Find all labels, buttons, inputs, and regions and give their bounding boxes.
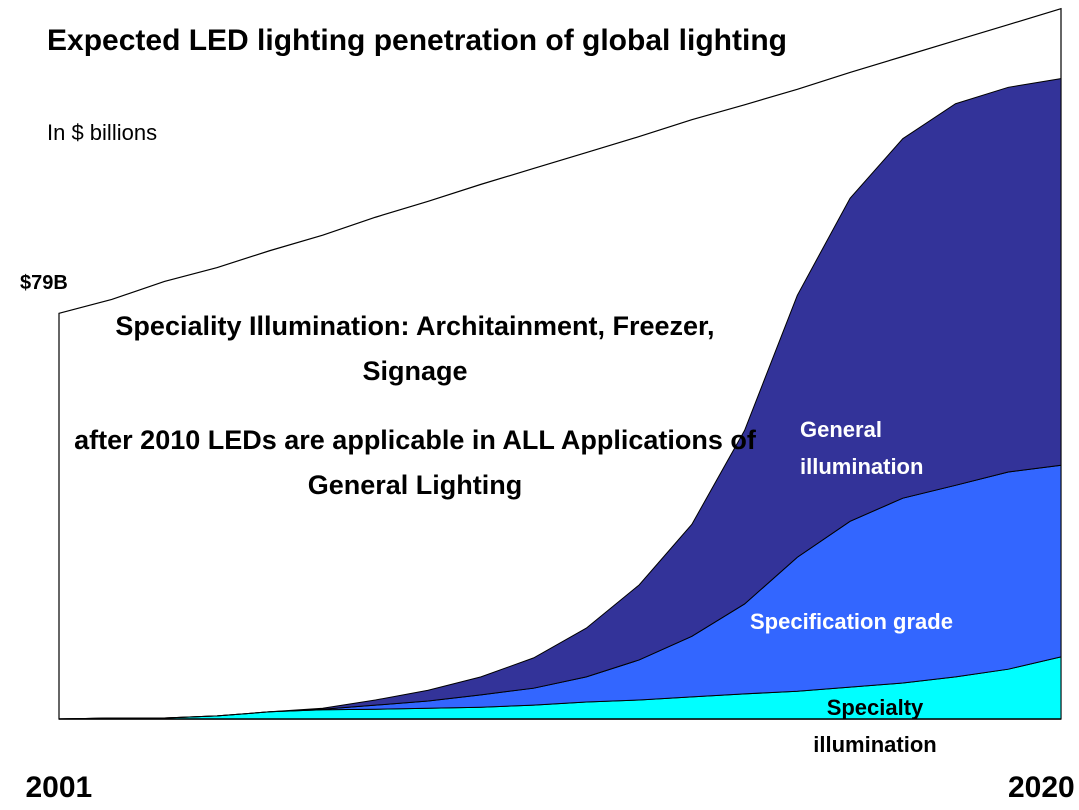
start-label: $79B <box>20 272 68 294</box>
series-label: General illumination <box>800 417 924 479</box>
annotation: after 2010 LEDs are applicable in ALL Ap… <box>74 425 756 500</box>
series-label: Specialty illumination <box>813 695 937 757</box>
chart-title: Expected LED lighting penetration of glo… <box>47 24 787 57</box>
x-tick-label: 2020 <box>1008 771 1075 804</box>
series-label: Specification grade <box>750 609 953 634</box>
x-tick-label: 2001 <box>25 771 93 804</box>
annotation: Speciality Illumination: Architainment, … <box>115 311 715 386</box>
area <box>58 77 1062 720</box>
chart-subtitle: In $ billions <box>47 120 158 145</box>
